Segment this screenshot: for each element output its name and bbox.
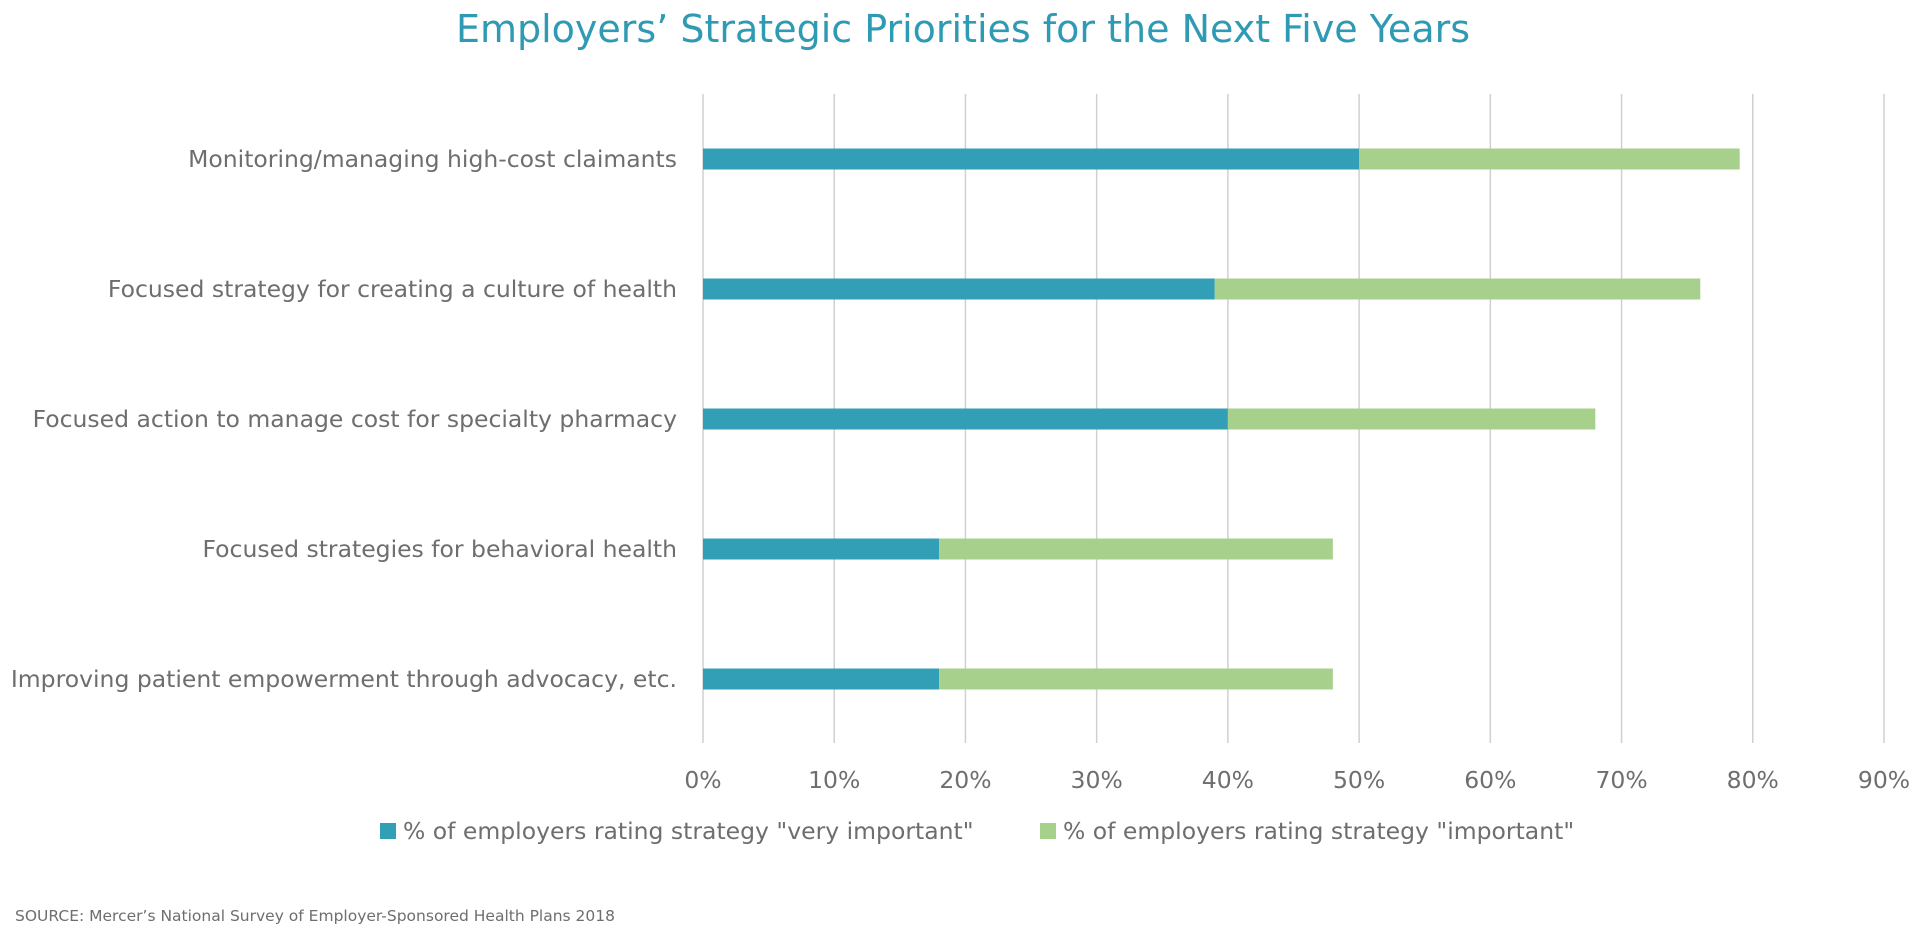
x-tick-label: 20% bbox=[939, 766, 991, 794]
bar-very-important bbox=[703, 278, 1215, 300]
legend-label-important: % of employers rating strategy "importan… bbox=[1063, 817, 1574, 845]
legend: % of employers rating strategy "very imp… bbox=[380, 817, 1574, 845]
bar-important bbox=[939, 668, 1333, 690]
bar-very-important bbox=[703, 148, 1360, 170]
bar-very-important bbox=[703, 538, 940, 560]
source-note: SOURCE: Mercer’s National Survey of Empl… bbox=[15, 907, 615, 925]
x-tick-label: 0% bbox=[684, 766, 721, 794]
x-tick-label: 30% bbox=[1071, 766, 1123, 794]
x-tick-label: 60% bbox=[1464, 766, 1516, 794]
x-tick-label: 80% bbox=[1727, 766, 1779, 794]
category-label: Focused strategy for creating a culture … bbox=[108, 275, 677, 303]
bar-important bbox=[1227, 408, 1596, 430]
legend-swatch-very-important bbox=[380, 823, 396, 839]
category-labels: Monitoring/managing high-cost claimants F… bbox=[11, 145, 677, 693]
bar-important bbox=[939, 538, 1333, 560]
category-label: Focused action to manage cost for specia… bbox=[33, 405, 678, 433]
category-label: Focused strategies for behavioral health bbox=[203, 535, 678, 563]
bars bbox=[703, 148, 1740, 690]
bar-very-important bbox=[703, 408, 1228, 430]
bar-important bbox=[1359, 148, 1740, 170]
x-tick-label: 70% bbox=[1595, 766, 1647, 794]
x-tick-label: 50% bbox=[1333, 766, 1385, 794]
bar-important bbox=[1214, 278, 1701, 300]
x-tick-label: 40% bbox=[1202, 766, 1254, 794]
legend-swatch-important bbox=[1040, 823, 1056, 839]
chart-title: Employers’ Strategic Priorities for the … bbox=[456, 7, 1470, 51]
category-label: Monitoring/managing high-cost claimants bbox=[188, 145, 677, 173]
x-tick-label: 10% bbox=[808, 766, 860, 794]
bar-very-important bbox=[703, 668, 940, 690]
legend-label-very-important: % of employers rating strategy "very imp… bbox=[403, 817, 974, 845]
x-axis-ticks: 0% 10% 20% 30% 40% 50% 60% 70% 80% 90% bbox=[684, 766, 1910, 794]
x-tick-label: 90% bbox=[1858, 766, 1910, 794]
category-label: Improving patient empowerment through ad… bbox=[11, 665, 677, 693]
